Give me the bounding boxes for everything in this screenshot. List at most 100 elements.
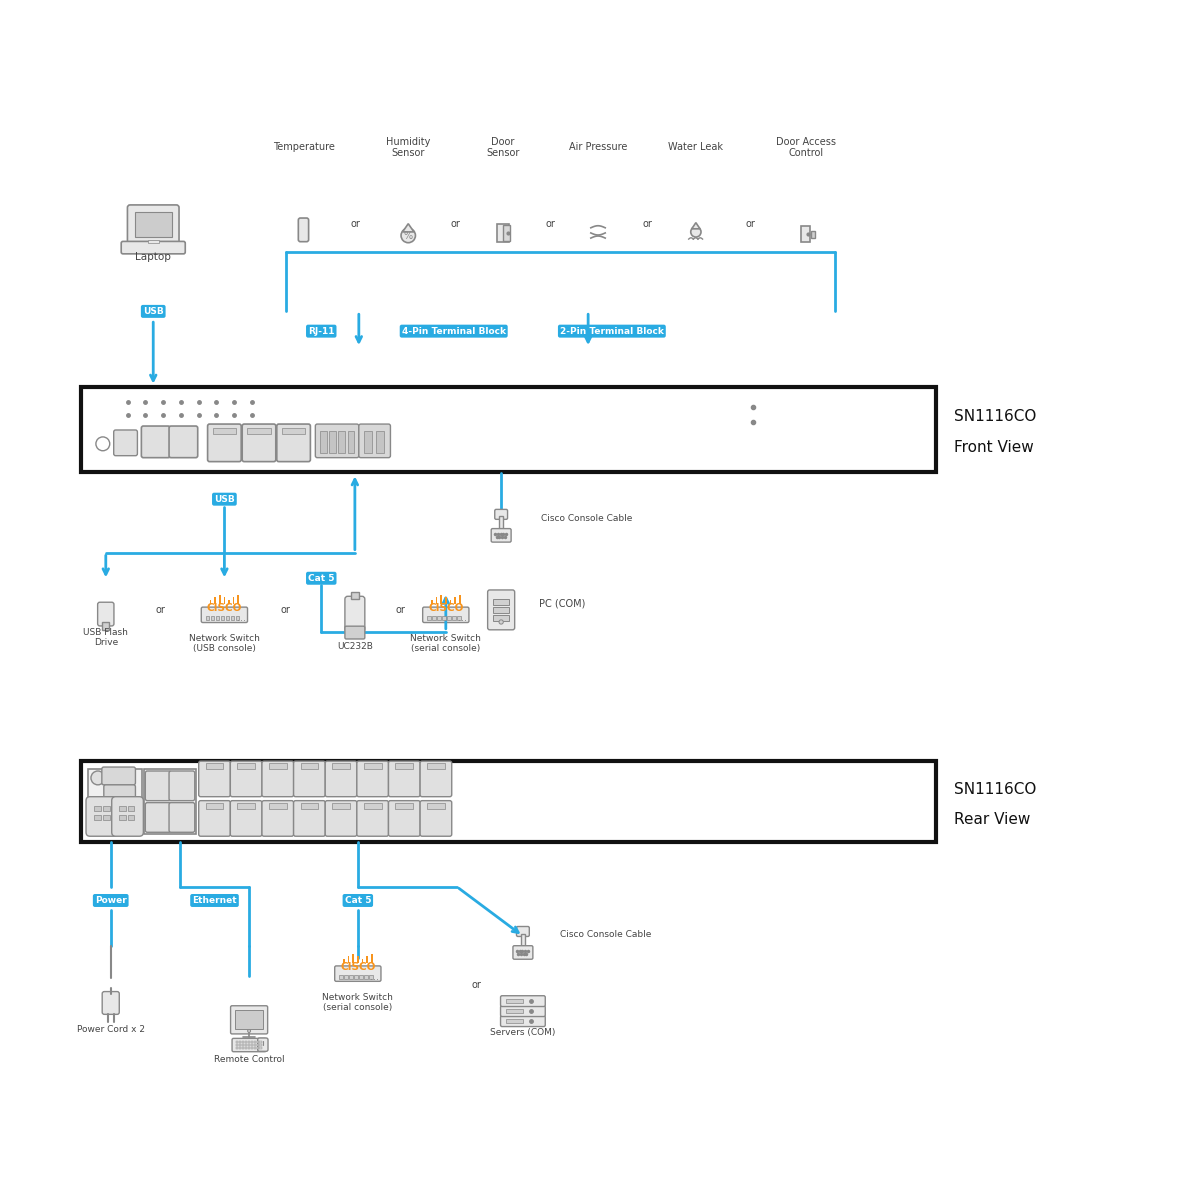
Bar bbox=[282, 428, 306, 434]
FancyBboxPatch shape bbox=[487, 590, 515, 630]
Text: Network Switch
(USB console): Network Switch (USB console) bbox=[188, 634, 260, 653]
Bar bbox=[450, 600, 451, 604]
Text: USB: USB bbox=[214, 494, 235, 504]
Bar bbox=[221, 616, 224, 620]
Bar bbox=[245, 1046, 247, 1049]
Text: Ethernet: Ethernet bbox=[192, 896, 236, 905]
Text: or: or bbox=[155, 605, 166, 614]
Circle shape bbox=[91, 770, 104, 785]
FancyBboxPatch shape bbox=[500, 1015, 545, 1026]
FancyBboxPatch shape bbox=[420, 800, 451, 836]
Bar bbox=[506, 1009, 523, 1014]
FancyBboxPatch shape bbox=[102, 767, 136, 785]
Bar bbox=[448, 616, 451, 620]
Text: CISCO: CISCO bbox=[206, 602, 242, 613]
Bar bbox=[223, 598, 226, 604]
Bar bbox=[88, 769, 143, 834]
FancyBboxPatch shape bbox=[230, 800, 262, 836]
Text: %: % bbox=[403, 230, 413, 240]
Bar bbox=[259, 1044, 262, 1046]
Bar bbox=[340, 974, 343, 979]
FancyBboxPatch shape bbox=[422, 607, 469, 623]
Bar bbox=[241, 1042, 244, 1043]
Bar bbox=[802, 226, 810, 242]
Bar bbox=[259, 1046, 262, 1049]
Bar bbox=[247, 1044, 250, 1046]
FancyBboxPatch shape bbox=[145, 770, 172, 800]
Bar bbox=[364, 431, 372, 452]
Bar bbox=[395, 803, 413, 809]
Bar bbox=[233, 598, 234, 604]
Bar bbox=[300, 803, 318, 809]
Text: ...: ... bbox=[458, 613, 467, 623]
Bar bbox=[443, 616, 446, 620]
Bar bbox=[503, 226, 510, 241]
Bar bbox=[458, 595, 461, 604]
Bar bbox=[445, 598, 446, 604]
Text: ...: ... bbox=[371, 972, 379, 982]
Polygon shape bbox=[691, 223, 700, 229]
Bar bbox=[364, 803, 382, 809]
Text: Network Switch
(serial console): Network Switch (serial console) bbox=[410, 634, 481, 653]
Text: USB: USB bbox=[143, 307, 163, 316]
Bar bbox=[257, 1046, 258, 1049]
Bar bbox=[356, 956, 359, 962]
FancyBboxPatch shape bbox=[500, 1006, 545, 1016]
Bar bbox=[427, 616, 431, 620]
Bar bbox=[431, 600, 433, 604]
Bar bbox=[119, 805, 126, 810]
FancyBboxPatch shape bbox=[262, 761, 294, 797]
Bar bbox=[440, 595, 442, 604]
Bar bbox=[427, 763, 445, 769]
Bar bbox=[350, 592, 359, 599]
Bar bbox=[238, 595, 239, 604]
Bar bbox=[329, 431, 336, 452]
FancyBboxPatch shape bbox=[145, 803, 172, 833]
FancyBboxPatch shape bbox=[389, 800, 420, 836]
Text: Cisco Console Cable: Cisco Console Cable bbox=[541, 515, 632, 523]
FancyBboxPatch shape bbox=[169, 770, 194, 800]
Text: or: or bbox=[396, 605, 406, 614]
Bar bbox=[251, 1042, 253, 1043]
Bar bbox=[332, 763, 350, 769]
FancyBboxPatch shape bbox=[420, 761, 451, 797]
Bar bbox=[348, 956, 349, 962]
FancyBboxPatch shape bbox=[344, 626, 365, 638]
FancyBboxPatch shape bbox=[335, 966, 380, 982]
Bar bbox=[300, 763, 318, 769]
Bar bbox=[236, 616, 240, 620]
Text: Cat 5: Cat 5 bbox=[344, 896, 371, 905]
Bar bbox=[215, 598, 216, 604]
FancyBboxPatch shape bbox=[299, 218, 308, 241]
Bar bbox=[251, 1046, 253, 1049]
Text: CISCO: CISCO bbox=[340, 961, 376, 972]
Bar bbox=[521, 934, 524, 948]
Bar bbox=[148, 240, 158, 244]
Text: PC (COM): PC (COM) bbox=[539, 599, 586, 608]
FancyBboxPatch shape bbox=[491, 528, 511, 542]
Bar bbox=[211, 616, 215, 620]
Bar bbox=[245, 1042, 247, 1043]
Bar bbox=[457, 616, 461, 620]
Bar bbox=[228, 600, 230, 604]
Bar bbox=[366, 956, 368, 962]
FancyBboxPatch shape bbox=[325, 761, 356, 797]
Bar bbox=[343, 959, 344, 962]
Bar bbox=[127, 816, 134, 821]
FancyBboxPatch shape bbox=[202, 607, 247, 623]
Bar bbox=[235, 1010, 263, 1030]
Text: Rear View: Rear View bbox=[954, 812, 1031, 827]
Bar bbox=[239, 1046, 241, 1049]
Bar bbox=[205, 763, 223, 769]
FancyBboxPatch shape bbox=[208, 424, 241, 462]
FancyBboxPatch shape bbox=[294, 800, 325, 836]
FancyBboxPatch shape bbox=[325, 800, 356, 836]
Bar bbox=[427, 803, 445, 809]
Bar bbox=[320, 431, 326, 452]
Bar bbox=[94, 816, 101, 821]
Bar bbox=[371, 954, 372, 962]
Bar bbox=[269, 803, 287, 809]
Bar bbox=[436, 598, 438, 604]
FancyBboxPatch shape bbox=[199, 761, 230, 797]
FancyBboxPatch shape bbox=[494, 509, 508, 520]
